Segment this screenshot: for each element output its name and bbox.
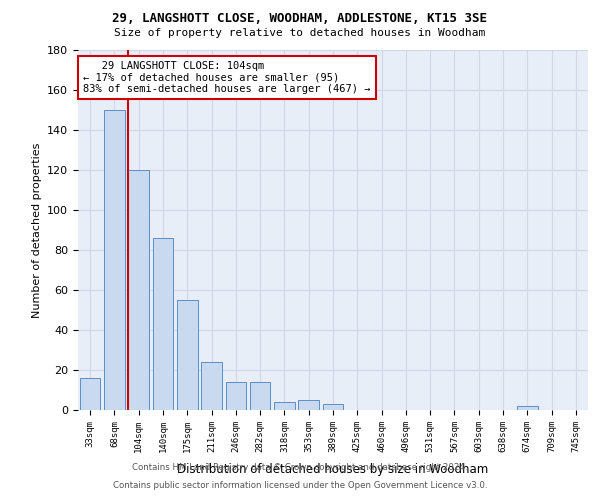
Bar [298,400,319,410]
Bar [177,300,197,410]
Bar [104,110,125,410]
Text: Contains public sector information licensed under the Open Government Licence v3: Contains public sector information licen… [113,481,487,490]
Bar [517,406,538,410]
Bar [128,170,149,410]
Text: Size of property relative to detached houses in Woodham: Size of property relative to detached ho… [115,28,485,38]
Bar [323,404,343,410]
Bar [250,382,271,410]
X-axis label: Distribution of detached houses by size in Woodham: Distribution of detached houses by size … [178,463,488,476]
Bar [226,382,246,410]
Bar [80,378,100,410]
Y-axis label: Number of detached properties: Number of detached properties [32,142,41,318]
Bar [274,402,295,410]
Text: Contains HM Land Registry data © Crown copyright and database right 2024.: Contains HM Land Registry data © Crown c… [132,464,468,472]
Text: 29 LANGSHOTT CLOSE: 104sqm
← 17% of detached houses are smaller (95)
83% of semi: 29 LANGSHOTT CLOSE: 104sqm ← 17% of deta… [83,61,371,94]
Text: 29, LANGSHOTT CLOSE, WOODHAM, ADDLESTONE, KT15 3SE: 29, LANGSHOTT CLOSE, WOODHAM, ADDLESTONE… [113,12,487,26]
Bar [201,362,222,410]
Bar [152,238,173,410]
